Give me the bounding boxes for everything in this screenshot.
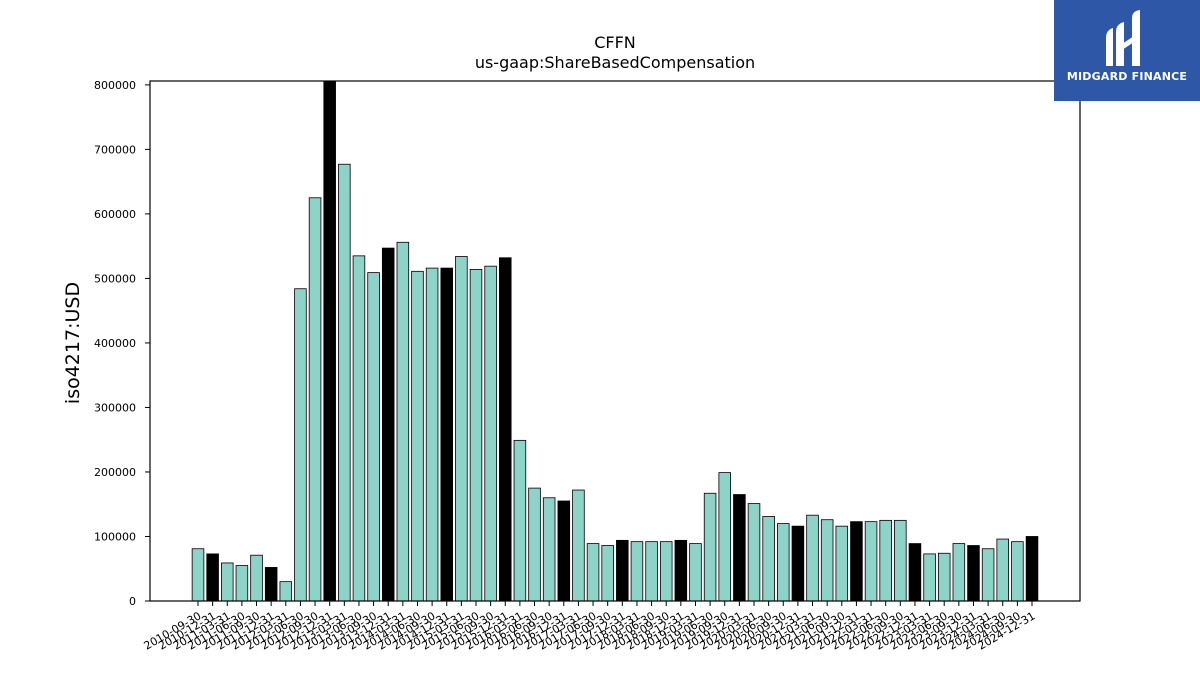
bars-group <box>191 80 1039 602</box>
bar-2014-09-30 <box>425 267 439 602</box>
bar-2024-03-31 <box>981 548 995 602</box>
bar-2023-06-30 <box>937 552 951 602</box>
y-tick-label: 200000 <box>94 466 136 479</box>
y-tick-label: 100000 <box>94 530 136 543</box>
y-tick-label: 300000 <box>94 401 136 414</box>
bar-2013-09-30 <box>367 272 380 602</box>
y-tick-label: 600000 <box>94 208 136 221</box>
bar-2016-12-31 <box>557 500 571 602</box>
midgard-logo-icon <box>1106 10 1140 66</box>
y-axis-label: iso4217:USD <box>62 282 84 404</box>
bar-2021-03-31 <box>806 514 819 602</box>
bar-2018-09-30 <box>659 541 673 602</box>
bar-2019-06-30 <box>703 492 717 602</box>
bar-2013-12-31 <box>381 247 395 602</box>
bar-2021-09-30 <box>835 525 849 602</box>
bar-2024-12-31 <box>1025 536 1039 602</box>
bar-2011-06-30 <box>235 565 249 602</box>
bar-2016-09-30 <box>542 497 556 602</box>
bar-2023-03-31 <box>923 553 936 602</box>
bar-2011-09-30 <box>250 554 263 602</box>
bar-2014-03-31 <box>396 241 410 602</box>
bar-2022-03-31 <box>864 521 878 602</box>
bar-2023-12-31 <box>967 545 980 602</box>
bar-2020-06-30 <box>762 516 775 602</box>
bar-2017-03-31 <box>572 489 585 602</box>
y-tick-label: 700000 <box>94 143 136 156</box>
bar-2010-09-30 <box>191 548 205 602</box>
bar-2015-03-31 <box>455 256 468 602</box>
bar-2014-12-31 <box>440 267 453 602</box>
bar-2011-03-31 <box>221 562 234 602</box>
x-axis-ticks: 2010-09-302010-12-312011-03-312011-06-30… <box>142 601 1038 653</box>
bar-2012-09-30 <box>308 197 322 602</box>
bar-2017-06-30 <box>586 543 600 602</box>
bar-2018-12-31 <box>674 539 688 602</box>
bar-2022-09-30 <box>894 519 907 602</box>
bar-2024-09-30 <box>1011 541 1024 602</box>
bar-2024-06-30 <box>996 538 1009 602</box>
bar-2018-03-31 <box>630 541 644 602</box>
bar-2016-06-30 <box>528 487 541 602</box>
bar-2019-03-31 <box>689 543 702 602</box>
bar-2012-03-31 <box>279 581 293 602</box>
bar-2015-12-31 <box>499 257 512 602</box>
bar-2013-03-31 <box>338 163 351 602</box>
bar-2022-12-31 <box>908 543 922 602</box>
bar-2022-06-30 <box>879 519 892 602</box>
logo-text: MIDGARD FINANCE <box>1066 70 1188 83</box>
bar-2015-06-30 <box>469 268 483 602</box>
bar-2012-06-30 <box>294 288 307 602</box>
bar-2019-09-30 <box>718 472 731 602</box>
y-tick-label: 500000 <box>94 272 136 285</box>
bar-2017-09-30 <box>601 545 614 602</box>
bar-2012-12-31 <box>323 80 336 602</box>
bar-2023-09-30 <box>952 543 966 602</box>
midgard-logo: MIDGARD FINANCE <box>1054 0 1200 101</box>
bar-2019-12-31 <box>733 494 746 602</box>
chart-subtitle: us-gaap:ShareBasedCompensation <box>475 53 755 72</box>
chart-title: CFFN <box>594 33 636 52</box>
bar-2015-09-30 <box>484 265 497 602</box>
bar-2021-06-30 <box>820 519 834 602</box>
bar-2021-12-31 <box>850 521 863 602</box>
bar-2014-06-30 <box>411 270 424 602</box>
bar-2011-12-31 <box>264 567 278 602</box>
y-tick-label: 800000 <box>94 79 136 92</box>
bar-2010-12-31 <box>206 553 219 602</box>
y-tick-label: 400000 <box>94 337 136 350</box>
bar-2018-06-30 <box>645 541 658 602</box>
y-tick-label: 0 <box>129 595 136 608</box>
bar-2013-06-30 <box>352 255 366 602</box>
bar-2017-12-31 <box>616 539 629 602</box>
y-axis-ticks: 0 100000 200000 300000 400000 500000 600000 700… <box>94 79 150 608</box>
bar-2016-03-31 <box>513 439 527 602</box>
bar-2020-09-30 <box>777 523 790 602</box>
bar-2020-03-31 <box>747 503 761 602</box>
plot-frame <box>149 80 1081 602</box>
bar-2020-12-31 <box>791 525 805 602</box>
